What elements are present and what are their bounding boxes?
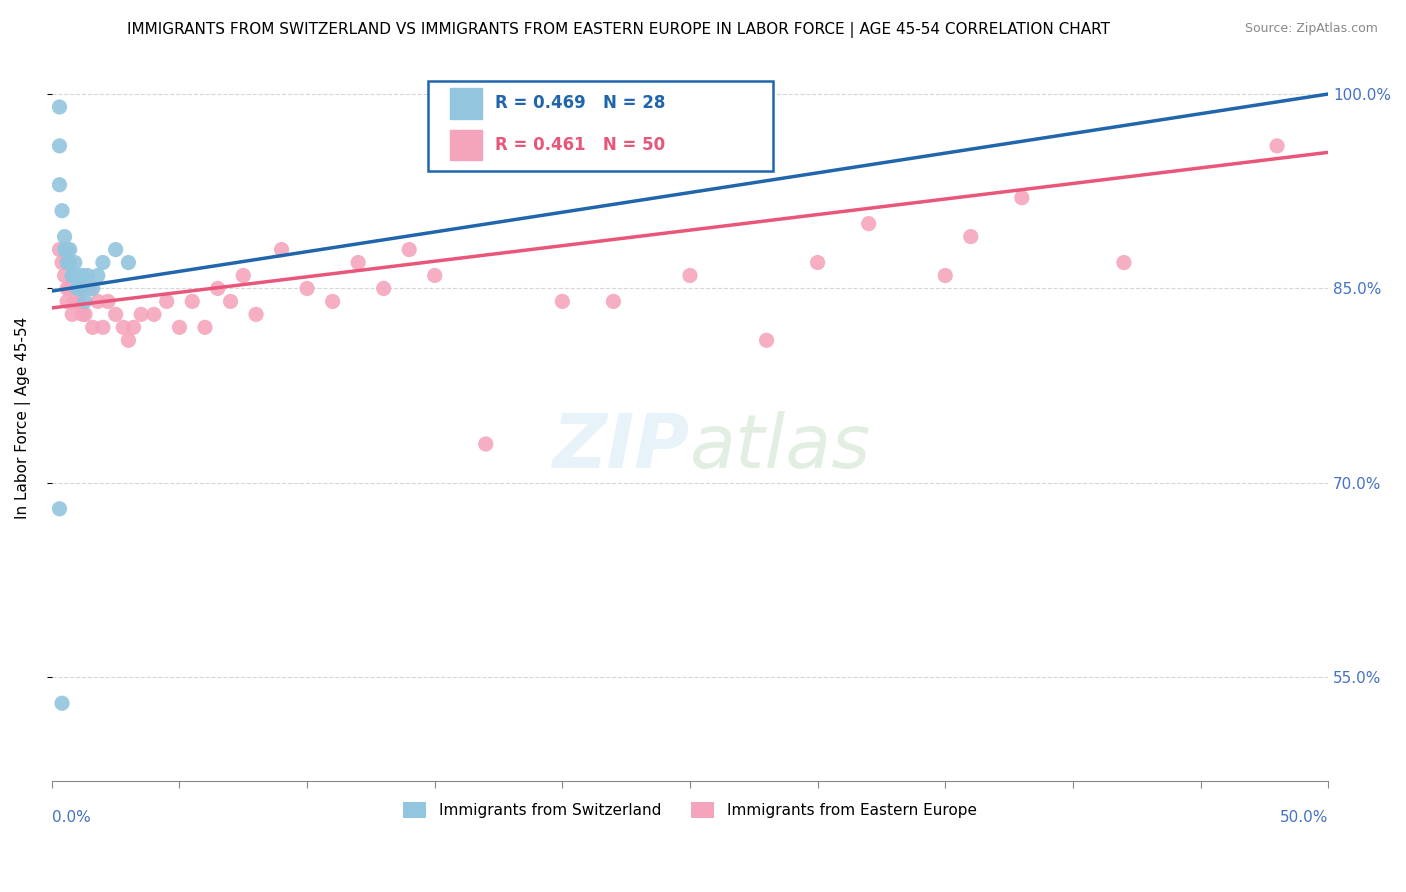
Point bbox=[48, 178, 70, 192]
Point bbox=[66, 281, 89, 295]
Point bbox=[48, 100, 70, 114]
Point bbox=[48, 501, 70, 516]
Point bbox=[73, 294, 96, 309]
Point bbox=[807, 255, 830, 269]
Point bbox=[72, 268, 94, 283]
Point bbox=[79, 281, 101, 295]
Point bbox=[63, 255, 86, 269]
Point bbox=[1112, 255, 1135, 269]
Point bbox=[82, 320, 104, 334]
Bar bbox=[450, 130, 482, 161]
Legend: Immigrants from Switzerland, Immigrants from Eastern Europe: Immigrants from Switzerland, Immigrants … bbox=[398, 796, 983, 824]
Point bbox=[755, 334, 778, 348]
Point bbox=[129, 307, 152, 321]
Point bbox=[1011, 191, 1033, 205]
Point bbox=[104, 307, 127, 321]
Y-axis label: In Labor Force | Age 45-54: In Labor Force | Age 45-54 bbox=[15, 317, 31, 519]
Point bbox=[56, 281, 79, 295]
Point bbox=[60, 268, 83, 283]
Point bbox=[91, 255, 114, 269]
Point bbox=[194, 320, 217, 334]
Point bbox=[53, 243, 76, 257]
Point bbox=[551, 294, 574, 309]
Point bbox=[56, 255, 79, 269]
Point bbox=[322, 294, 344, 309]
Point bbox=[475, 437, 498, 451]
Point bbox=[87, 294, 110, 309]
Point bbox=[91, 320, 114, 334]
Point bbox=[398, 243, 420, 257]
Point bbox=[142, 307, 165, 321]
Point bbox=[53, 268, 76, 283]
Point bbox=[245, 307, 267, 321]
Point bbox=[347, 255, 370, 269]
Point bbox=[169, 320, 191, 334]
Point bbox=[97, 294, 120, 309]
Text: R = 0.469   N = 28: R = 0.469 N = 28 bbox=[495, 95, 665, 112]
Point bbox=[934, 268, 956, 283]
Point bbox=[48, 243, 70, 257]
Point bbox=[59, 255, 82, 269]
Point bbox=[117, 255, 139, 269]
Point bbox=[56, 243, 79, 257]
Text: IMMIGRANTS FROM SWITZERLAND VS IMMIGRANTS FROM EASTERN EUROPE IN LABOR FORCE | A: IMMIGRANTS FROM SWITZERLAND VS IMMIGRANT… bbox=[127, 22, 1111, 38]
Point bbox=[858, 217, 880, 231]
Point bbox=[156, 294, 179, 309]
Point bbox=[76, 268, 98, 283]
Point bbox=[112, 320, 135, 334]
Point bbox=[59, 243, 82, 257]
Point bbox=[72, 281, 94, 295]
Text: Source: ZipAtlas.com: Source: ZipAtlas.com bbox=[1244, 22, 1378, 36]
Point bbox=[423, 268, 446, 283]
Point bbox=[56, 294, 79, 309]
Point bbox=[73, 307, 96, 321]
Point bbox=[104, 243, 127, 257]
Text: R = 0.461   N = 50: R = 0.461 N = 50 bbox=[495, 136, 665, 154]
Point bbox=[117, 334, 139, 348]
Point bbox=[51, 255, 73, 269]
Point bbox=[1265, 139, 1288, 153]
FancyBboxPatch shape bbox=[429, 80, 773, 171]
Point bbox=[232, 268, 254, 283]
Point bbox=[181, 294, 204, 309]
Point bbox=[51, 696, 73, 710]
Point bbox=[48, 139, 70, 153]
Point bbox=[219, 294, 242, 309]
Point bbox=[60, 268, 83, 283]
Point bbox=[51, 203, 73, 218]
Point bbox=[69, 294, 91, 309]
Point bbox=[66, 268, 89, 283]
Point bbox=[87, 268, 110, 283]
Text: 50.0%: 50.0% bbox=[1279, 810, 1329, 825]
Point bbox=[207, 281, 229, 295]
Point bbox=[270, 243, 292, 257]
Point bbox=[82, 281, 104, 295]
Point bbox=[959, 229, 981, 244]
Text: 0.0%: 0.0% bbox=[52, 810, 90, 825]
Point bbox=[63, 294, 86, 309]
Bar bbox=[450, 88, 482, 119]
Point bbox=[69, 281, 91, 295]
Point bbox=[60, 307, 83, 321]
Point bbox=[295, 281, 318, 295]
Point bbox=[679, 268, 702, 283]
Point bbox=[72, 307, 94, 321]
Point bbox=[373, 281, 395, 295]
Text: atlas: atlas bbox=[690, 411, 872, 483]
Point bbox=[602, 294, 624, 309]
Point bbox=[53, 229, 76, 244]
Point bbox=[122, 320, 145, 334]
Point bbox=[66, 281, 89, 295]
Point bbox=[59, 281, 82, 295]
Point bbox=[63, 268, 86, 283]
Text: ZIP: ZIP bbox=[553, 410, 690, 483]
